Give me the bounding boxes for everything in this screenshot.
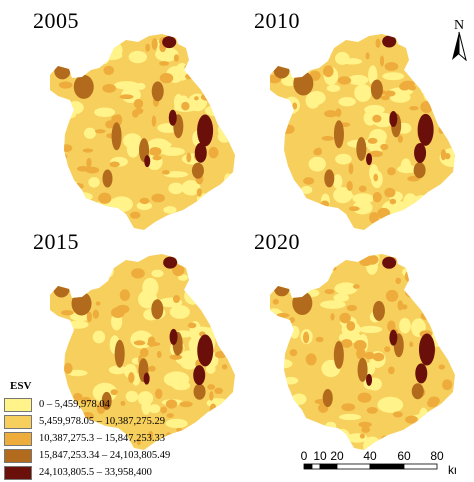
esv-map-2015 xyxy=(50,254,235,450)
north-arrow-icon: N xyxy=(452,18,467,62)
legend-label: 0 – 5,459,978.04 xyxy=(39,399,110,410)
legend-swatch-5 xyxy=(4,465,32,480)
scale-tick-label: 20 xyxy=(330,449,344,463)
scale-tick-label: 80 xyxy=(430,449,444,463)
scale-bar-segment xyxy=(311,463,321,470)
legend-label: 5,459,978.05 – 10,387,275.29 xyxy=(39,416,165,427)
scale-bar-segment xyxy=(303,463,313,470)
scale-tick-label: 60 xyxy=(397,449,411,463)
scale-unit-label: km xyxy=(448,463,456,477)
legend-swatch-4 xyxy=(4,448,32,463)
legend-item: 24,103,805.5 – 33,958,400 xyxy=(4,464,204,481)
legend-swatch-1 xyxy=(4,397,32,412)
esv-map-2020 xyxy=(270,254,455,450)
legend-label: 10,387,275.3 – 15,847,253.33 xyxy=(39,433,165,444)
legend-item: 0 – 5,459,978.04 xyxy=(4,396,204,413)
scale-bar-segment xyxy=(369,463,405,470)
scale-bar-segment xyxy=(319,463,338,470)
north-label: N xyxy=(454,18,464,33)
year-label-2010: 2010 xyxy=(254,8,300,33)
scale-tick-label: 40 xyxy=(363,449,377,463)
scale-tick-label: 10 xyxy=(313,449,327,463)
esv-map-2005 xyxy=(50,34,235,230)
legend-label: 15,847,253.34 – 24,103,805.49 xyxy=(39,450,171,461)
year-label-2015: 2015 xyxy=(33,229,79,254)
esv-map-2010 xyxy=(270,34,455,230)
legend-item: 15,847,253.34 – 24,103,805.49 xyxy=(4,447,204,464)
scale-tick-label: 0 xyxy=(301,449,308,463)
map-legend: ESV 0 – 5,459,978.04 5,459,978.05 – 10,3… xyxy=(4,380,204,481)
legend-item: 10,387,275.3 – 15,847,253.33 xyxy=(4,430,204,447)
legend-label: 24,103,805.5 – 33,958,400 xyxy=(39,467,152,478)
legend-title: ESV xyxy=(10,380,32,392)
year-label-2005: 2005 xyxy=(33,8,79,33)
scale-bar-segment xyxy=(336,463,371,470)
scale-bar-segment xyxy=(403,463,438,470)
legend-swatch-3 xyxy=(4,431,32,446)
legend-swatch-2 xyxy=(4,414,32,429)
year-label-2020: 2020 xyxy=(254,229,300,254)
legend-item: 5,459,978.05 – 10,387,275.29 xyxy=(4,413,204,430)
scale-bar: 0 10 20 40 60 80 km xyxy=(301,449,456,477)
